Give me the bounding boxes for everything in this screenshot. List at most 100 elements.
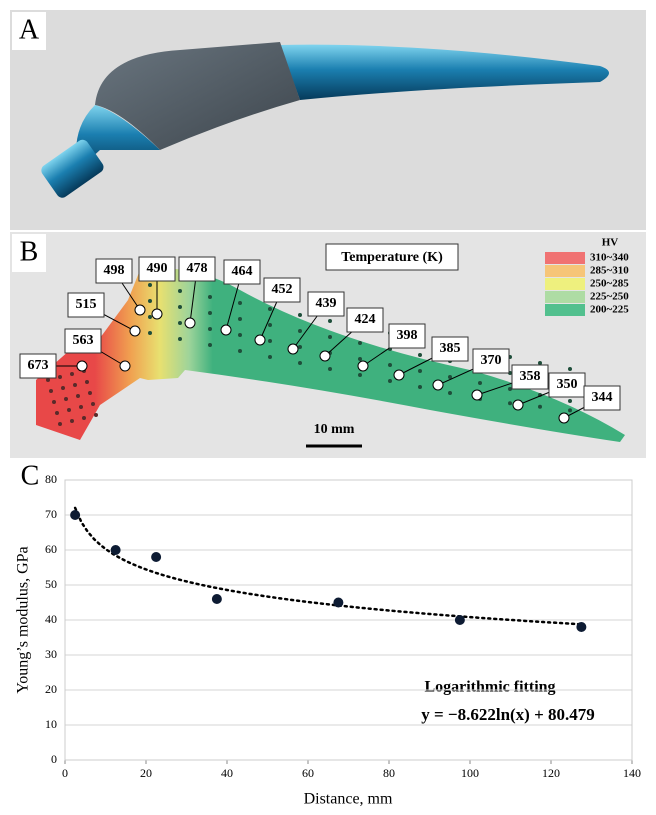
label-box (64, 328, 102, 354)
pit (178, 321, 182, 325)
measure-point (287, 343, 299, 355)
measure-point (76, 360, 88, 372)
pit (448, 375, 452, 379)
y-tick-label: 40 (45, 612, 57, 626)
legend-swatch (545, 291, 585, 303)
measure-point (432, 379, 444, 391)
x-axis-label: Distance, mm (304, 791, 393, 808)
pit (58, 375, 62, 379)
title-box (325, 243, 459, 271)
pit (298, 329, 302, 333)
annotation: y = −8.622ln(x) + 80.479 (421, 705, 595, 724)
legend-swatch (545, 252, 585, 264)
temperature-label: 358 (520, 369, 541, 384)
pit (268, 339, 272, 343)
pit (478, 381, 482, 385)
scale-label: 10 mm (314, 422, 355, 437)
legend-label: 310~340 (590, 252, 629, 264)
data-point (576, 622, 587, 632)
temperature-label: 490 (147, 261, 168, 276)
pit (238, 333, 242, 337)
pit (328, 335, 332, 339)
label-box (346, 307, 384, 333)
pit (358, 341, 362, 345)
pit (64, 397, 68, 401)
label-box (95, 258, 133, 284)
panel-b: B Temperature (K) 10 mm HV 310~340285~31… (10, 232, 646, 458)
pit (268, 307, 272, 311)
stem-neck (76, 105, 160, 170)
label-box (472, 348, 510, 374)
legend-label: 200~225 (590, 304, 629, 316)
x-tick-label: 80 (383, 766, 395, 780)
pit (178, 289, 182, 293)
panel-label-box (12, 12, 46, 50)
pit (268, 323, 272, 327)
data-point (110, 545, 121, 555)
pit (388, 379, 392, 383)
pit (538, 361, 542, 365)
measure-point (254, 334, 266, 346)
label-box (511, 364, 549, 390)
pit (94, 413, 98, 417)
x-tick-label: 100 (461, 766, 479, 780)
temperature-label: 344 (592, 390, 613, 405)
pit (268, 355, 272, 359)
stem-taper (41, 139, 104, 198)
pit (49, 389, 53, 393)
stem-coating (95, 42, 300, 150)
x-tick-label: 120 (542, 766, 560, 780)
pit (70, 372, 74, 376)
label-box (548, 372, 586, 398)
label-box (388, 323, 426, 349)
measure-point (512, 399, 524, 411)
measure-point (471, 389, 483, 401)
label-box (431, 336, 469, 362)
y-tick-label: 80 (45, 472, 57, 486)
measure-point (220, 324, 232, 336)
y-tick-label: 30 (45, 647, 57, 661)
pit (148, 331, 152, 335)
pit (55, 411, 59, 415)
label-box (223, 259, 261, 285)
pit (568, 408, 572, 413)
panel-label: B (20, 236, 39, 267)
y-tick-label: 50 (45, 577, 57, 591)
pit (73, 383, 77, 387)
pit (328, 319, 332, 323)
pit (208, 327, 212, 331)
measure-point (319, 350, 331, 362)
legend-swatch (545, 304, 585, 316)
temperature-label: 370 (481, 353, 502, 368)
pit (148, 299, 152, 303)
x-tick-label: 40 (221, 766, 233, 780)
pit (238, 349, 242, 353)
pit (508, 401, 512, 406)
label-box (307, 291, 345, 317)
pit (208, 311, 212, 315)
pit (418, 353, 422, 357)
data-point (70, 510, 81, 520)
data-point (211, 594, 222, 604)
pit (298, 345, 302, 349)
measure-point (151, 308, 163, 320)
diagram-title: Temperature (K) (341, 250, 443, 265)
pit (58, 422, 62, 426)
pit (85, 380, 89, 384)
x-tick-label: 20 (140, 766, 152, 780)
measure-point (134, 304, 146, 316)
pit (238, 317, 242, 321)
temperature-label: 424 (355, 312, 376, 327)
pit (70, 419, 74, 423)
y-tick-label: 0 (51, 752, 57, 766)
temperature-label: 439 (316, 296, 337, 311)
label-box (138, 256, 176, 282)
panel-a: A (10, 10, 646, 230)
pit (91, 402, 95, 406)
temperature-label: 563 (73, 333, 94, 348)
pit (388, 363, 392, 367)
panel-c: C Distance, mm Young’s modulus, GPa Loga… (15, 460, 641, 807)
pit (298, 313, 302, 317)
pit (448, 391, 452, 395)
plot-frame (64, 479, 633, 761)
